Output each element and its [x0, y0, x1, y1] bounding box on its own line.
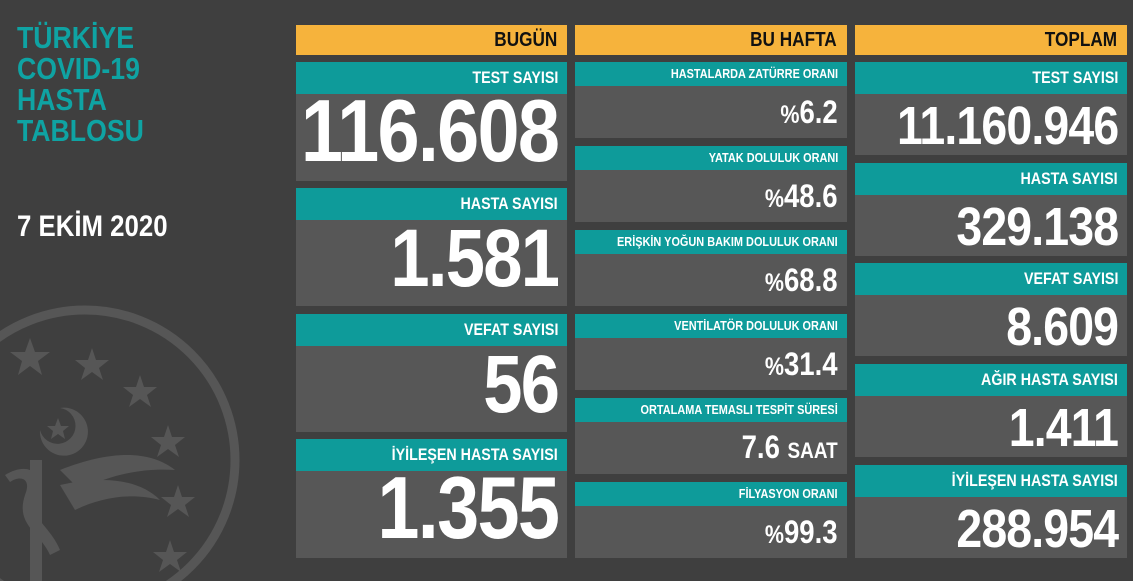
week-bed-occupancy-card: YATAK DOLULUK ORANI %48.6: [575, 146, 847, 222]
stat-value: 1.411: [1008, 398, 1119, 458]
stat-value: 329.138: [956, 197, 1119, 257]
total-test-card: TEST SAYISI 11.160.946: [855, 62, 1127, 155]
stat-value: 48.6: [784, 178, 838, 214]
week-icu-occupancy-card: ERİŞKİN YOĞUN BAKIM DOLULUK ORANI %68.8: [575, 230, 847, 306]
stat-label: VEFAT SAYISI: [463, 320, 558, 339]
percent-sign: %: [765, 269, 785, 297]
total-header: TOPLAM: [855, 25, 1127, 55]
stat-value: 116.608: [300, 81, 560, 180]
stat-label: TEST SAYISI: [472, 68, 558, 87]
page-title: TÜRKİYE COVID-19 HASTA TABLOSU: [17, 22, 144, 146]
stat-value: 56: [482, 339, 560, 430]
title-line: TÜRKİYE: [17, 20, 135, 55]
stat-value: 7.6: [741, 429, 781, 465]
stat-value: 8.609: [1006, 297, 1119, 357]
stat-value: 1.355: [377, 458, 560, 557]
stat-unit: SAAT: [787, 438, 838, 463]
stat-label: İYİLEŞEN HASTA SAYISI: [391, 445, 558, 464]
percent-sign: %: [765, 185, 785, 213]
title-line: HASTA: [17, 82, 107, 117]
title-line: TABLOSU: [17, 113, 144, 148]
stat-label: VENTİLATÖR DOLULUK ORANI: [674, 318, 838, 333]
stat-value: 68.8: [784, 262, 838, 298]
stat-label: FİLYASYON ORANI: [739, 486, 838, 501]
percent-sign: %: [765, 521, 785, 549]
total-cases-card: HASTA SAYISI 329.138: [855, 163, 1127, 256]
stat-label: HASTALARDA ZATÜRRE ORANI: [670, 66, 838, 81]
today-header: BUGÜN: [296, 25, 567, 55]
percent-sign: %: [780, 101, 800, 129]
stat-value: 6.2: [799, 94, 838, 130]
today-test-card: TEST SAYISI 116.608: [296, 62, 567, 181]
stat-value: 1.581: [390, 213, 560, 304]
week-filiation-card: FİLYASYON ORANI %99.3: [575, 482, 847, 558]
week-ventilator-card: VENTİLATÖR DOLULUK ORANI %31.4: [575, 314, 847, 390]
today-cases-card: HASTA SAYISI 1.581: [296, 188, 567, 306]
stat-label: İYİLEŞEN HASTA SAYISI: [951, 471, 1118, 490]
week-header: BU HAFTA: [575, 25, 847, 55]
stat-label: VEFAT SAYISI: [1023, 269, 1118, 288]
today-deaths-card: VEFAT SAYISI 56: [296, 314, 567, 432]
today-recovered-card: İYİLEŞEN HASTA SAYISI 1.355: [296, 439, 567, 558]
title-line: COVID-19: [17, 51, 140, 86]
report-date: 7 EKİM 2020: [17, 210, 168, 243]
total-severe-card: AĞIR HASTA SAYISI 1.411: [855, 364, 1127, 457]
stat-label: HASTA SAYISI: [460, 194, 558, 213]
stat-label: ERİŞKİN YOĞUN BAKIM DOLULUK ORANI: [617, 234, 838, 249]
stat-label: YATAK DOLULUK ORANI: [708, 150, 838, 165]
week-contact-time-card: ORTALAMA TEMASLI TESPİT SÜRESİ 7.6 SAAT: [575, 398, 847, 474]
stat-label: TEST SAYISI: [1032, 68, 1118, 87]
ministry-emblem-icon: [0, 305, 240, 581]
stat-value: 31.4: [784, 346, 838, 382]
total-deaths-card: VEFAT SAYISI 8.609: [855, 263, 1127, 356]
stat-value: 11.160.946: [896, 96, 1119, 156]
percent-sign: %: [765, 353, 785, 381]
stat-label: ORTALAMA TEMASLI TESPİT SÜRESİ: [640, 402, 838, 417]
stat-label: HASTA SAYISI: [1020, 169, 1118, 188]
week-pneumonia-card: HASTALARDA ZATÜRRE ORANI %6.2: [575, 62, 847, 138]
stat-label: AĞIR HASTA SAYISI: [981, 370, 1118, 389]
stat-value: 99.3: [784, 514, 838, 550]
total-recovered-card: İYİLEŞEN HASTA SAYISI 288.954: [855, 465, 1127, 558]
stat-value: 288.954: [956, 499, 1119, 559]
